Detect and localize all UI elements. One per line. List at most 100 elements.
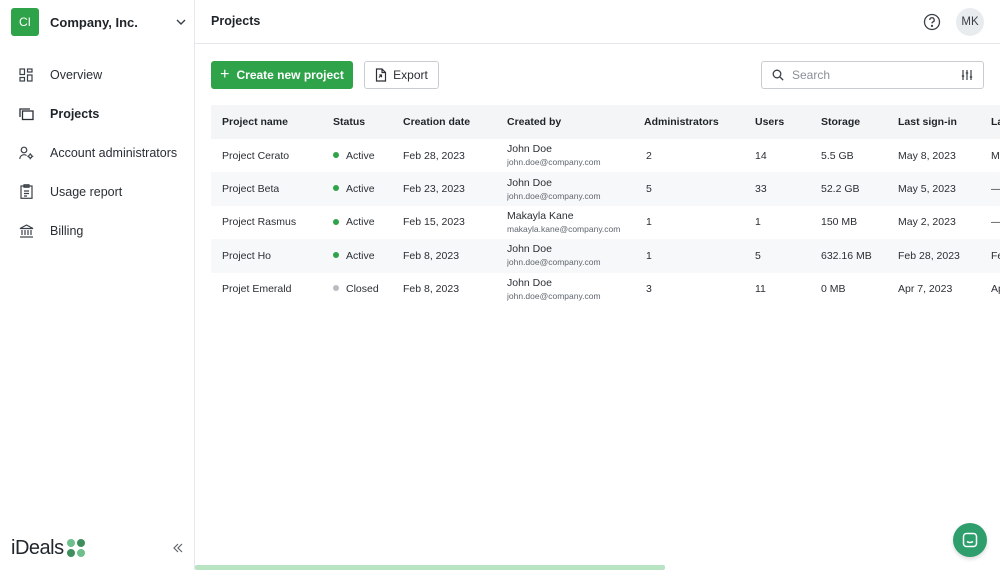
horizontal-scrollbar[interactable] [195,565,665,570]
created-by: John Doe john.doe@company.com [507,143,601,168]
column-header-last-sign-in[interactable]: Last sign-in [898,116,957,128]
creator-email: john.doe@company.com [507,157,601,168]
project-name[interactable]: Project Ho [222,249,272,262]
last-sign-in: Apr 7, 2023 [898,283,953,296]
truncated-cell: — [991,216,1000,228]
project-name[interactable]: Project Rasmus [222,216,297,229]
status-dot-icon [333,185,339,192]
column-header-project-name[interactable]: Project name [222,116,288,128]
table-row[interactable]: Projet Emerald Closed Feb 8, 2023 John Doe j… [211,273,1000,306]
logo-text: iDeals [11,536,64,559]
creator-email: john.doe@company.com [507,257,601,268]
creator-name: John Doe [507,276,552,289]
truncated-cell: — [991,183,1000,195]
table-body: Project Cerato Active Feb 28, 2023 John Doe… [211,139,1000,306]
column-header-administrators[interactable]: Administrators [644,116,719,128]
folders-icon [18,106,34,122]
search-icon [772,69,784,81]
column-header-storage[interactable]: Storage [821,116,861,128]
user-gear-icon [18,145,34,161]
filter-sliders-icon[interactable] [961,69,973,81]
sidebar-item-label: Overview [50,67,103,82]
collapse-sidebar-icon[interactable] [171,541,185,555]
users-count: 11 [755,283,766,296]
creator-name: John Doe [507,243,552,256]
status-label: Closed [346,283,379,296]
avatar[interactable]: MK [956,8,984,36]
storage-size: 52.2 GB [821,183,860,196]
logo-mark-icon [66,539,85,557]
creator-email: makayla.kane@company.com [507,223,621,234]
users-count: 1 [755,216,761,229]
sidebar-item-overview[interactable]: Overview [0,55,194,94]
column-header-created-by[interactable]: Created by [507,116,562,128]
sidebar-item-usage-report[interactable]: Usage report [0,172,194,211]
chat-button[interactable] [953,523,987,557]
table-row[interactable]: Project Rasmus Active Feb 15, 2023 Makayla … [211,206,1000,239]
created-by: John Doe john.doe@company.com [507,177,601,202]
export-file-icon [376,68,387,82]
creator-name: John Doe [507,176,552,189]
sidebar-item-label: Billing [50,223,84,238]
page-title: Projects [211,14,261,28]
storage-size: 150 MB [821,216,858,229]
sidebar-item-label: Usage report [50,184,123,199]
truncated-cell: M [991,149,1000,162]
sidebar-item-projects[interactable]: Projects [0,94,194,133]
create-new-project-label: Create new project [236,68,344,82]
administrators-count: 5 [646,183,652,196]
chat-icon [962,532,978,548]
create-new-project-button[interactable]: + Create new project [211,61,353,89]
storage-size: 0 MB [821,283,846,296]
created-by: John Doe john.doe@company.com [507,277,601,302]
sidebar-item-account-administrators[interactable]: Account administrators [0,133,194,172]
table-row[interactable]: Project Beta Active Feb 23, 2023 John Doe jo… [211,172,1000,206]
column-header-creation-date[interactable]: Creation date [403,116,471,128]
administrators-count: 1 [646,249,652,262]
status-dot-icon [333,252,339,259]
project-status: Active [333,150,375,162]
column-header-users[interactable]: Users [755,116,785,128]
project-name[interactable]: Projet Emerald [222,283,292,296]
status-label: Active [346,183,375,196]
sidebar-item-billing[interactable]: Billing [0,211,194,250]
truncated-cell: Ap [991,283,1000,296]
table-row[interactable]: Project Ho Active Feb 8, 2023 John Doe john.… [211,239,1000,273]
table-row[interactable]: Project Cerato Active Feb 28, 2023 John Doe… [211,139,1000,172]
creation-date: Feb 28, 2023 [403,149,465,162]
sidebar-nav: Overview Projects Account administrators… [0,55,194,250]
project-status: Active [333,250,375,262]
last-sign-in: May 2, 2023 [898,216,956,229]
created-by: John Doe john.doe@company.com [507,243,601,268]
last-sign-in: Feb 28, 2023 [898,249,960,262]
status-label: Active [346,249,375,262]
project-status: Active [333,183,375,195]
sidebar-item-label: Projects [50,106,100,121]
status-dot-icon [333,285,339,292]
creation-date: Feb 23, 2023 [403,183,465,196]
project-name[interactable]: Project Beta [222,183,280,196]
project-status: Closed [333,283,379,295]
org-badge: CI [11,8,39,36]
org-switcher[interactable]: CI Company, Inc. [11,8,187,36]
creation-date: Feb 8, 2023 [403,249,460,262]
projects-table: Project name Status Creation date Create… [211,105,1000,306]
export-label: Export [393,68,428,82]
search-input[interactable] [792,68,961,82]
status-dot-icon [333,218,339,225]
creator-name: Makayla Kane [507,209,574,222]
users-count: 14 [755,149,767,162]
column-header-status[interactable]: Status [333,116,366,128]
ideals-logo: iDeals [11,536,85,560]
administrators-count: 3 [646,283,652,296]
status-label: Active [346,216,375,229]
clipboard-icon [18,184,34,200]
project-name[interactable]: Project Cerato [222,149,290,162]
administrators-count: 2 [646,149,652,162]
help-icon[interactable] [923,13,941,31]
creator-email: john.doe@company.com [507,190,601,201]
created-by: Makayla Kane makayla.kane@company.com [507,210,620,235]
export-button[interactable]: Export [364,61,439,89]
creator-name: John Doe [507,143,552,156]
column-header-truncated[interactable]: La [991,116,1000,128]
